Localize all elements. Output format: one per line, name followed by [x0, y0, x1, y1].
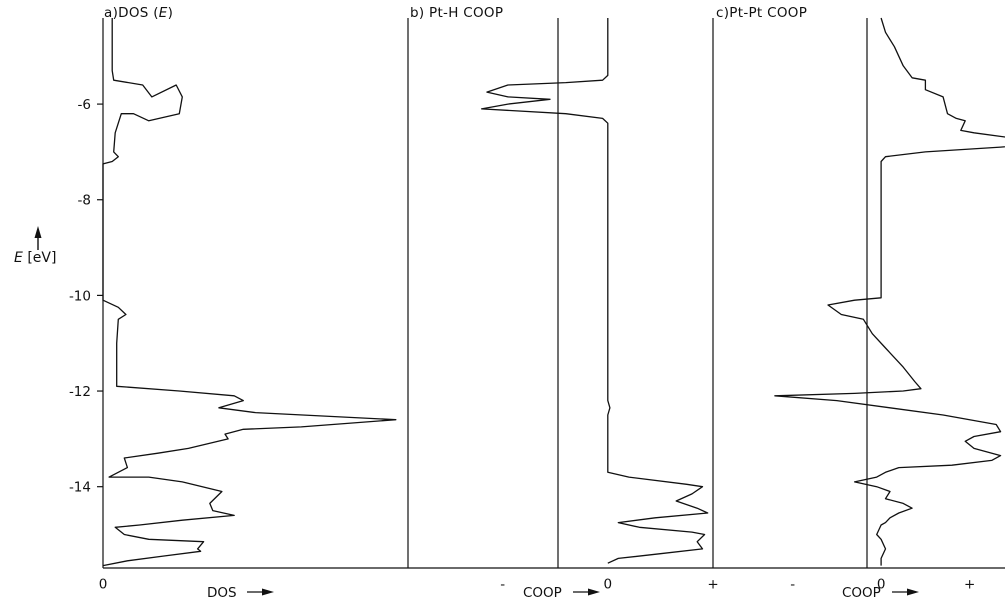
curves — [102, 17, 1005, 567]
panel-c-xlabel: COOP — [842, 585, 919, 601]
y-tick-label: -6 — [78, 97, 91, 113]
panel-b-xlabel: COOP — [523, 585, 600, 601]
panel-a-xlabel: DOS — [207, 585, 274, 601]
panel-c-curve — [774, 17, 1005, 566]
panel-b-x-tick-label: + — [707, 577, 718, 593]
y-axis-label: E [eV] — [14, 226, 56, 266]
y-ticks: -6 -8 -10 -12 -14 — [69, 97, 103, 496]
y-tick-label: -10 — [69, 288, 91, 304]
y-tick-label: -12 — [69, 384, 91, 400]
svg-text:E [eV]: E [eV] — [14, 250, 56, 266]
panel-b-x-tick-label: 0 — [604, 577, 613, 593]
x-ticks: 0 - 0 + - 0 + — [99, 577, 976, 593]
panel-b-title: b) Pt-H COOP — [410, 5, 503, 21]
panel-c-x-tick-label: - — [790, 577, 795, 593]
svg-text:COOP: COOP — [523, 585, 562, 601]
panel-c-title: c)Pt-Pt COOP — [716, 5, 807, 21]
panel-c-x-tick-label: 0 — [877, 577, 886, 593]
svg-text:DOS: DOS — [207, 585, 237, 601]
y-tick-label: -8 — [78, 193, 91, 209]
panel-c-x-tick-label: + — [964, 577, 975, 593]
svg-text:COOP: COOP — [842, 585, 881, 601]
panel-a-x-tick-label: 0 — [99, 577, 108, 593]
panel-b-x-tick-label: - — [500, 577, 505, 593]
panel-b-curve — [480, 18, 709, 564]
panel-a-curve — [102, 18, 397, 567]
y-tick-label: -14 — [69, 480, 91, 496]
panel-a-title: a)DOS (E) — [104, 5, 173, 21]
